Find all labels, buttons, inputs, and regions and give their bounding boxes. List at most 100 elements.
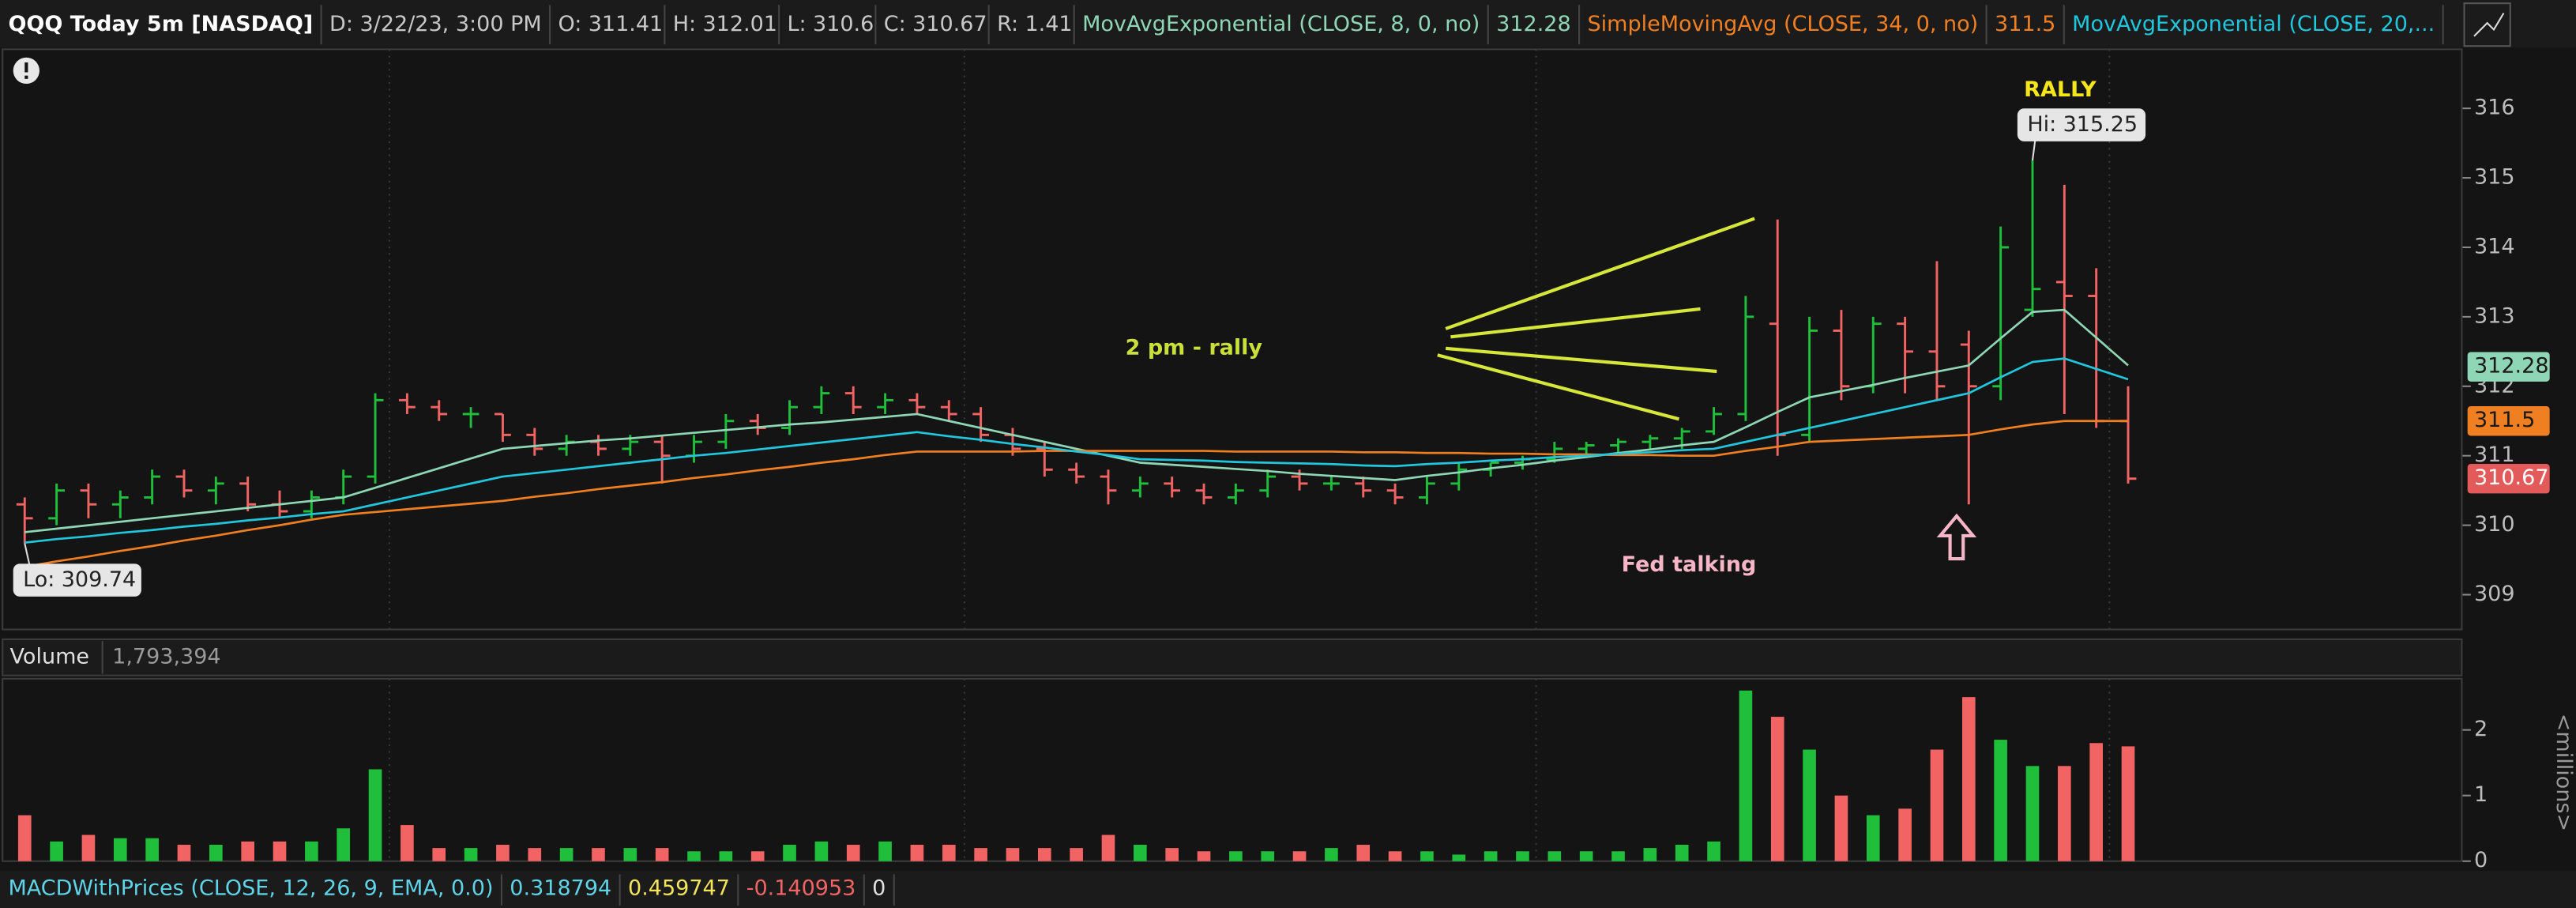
volume-bar bbox=[878, 841, 892, 861]
price-tag bbox=[2467, 406, 2550, 436]
header-bar bbox=[0, 0, 2576, 48]
quote: C: 310.67 bbox=[884, 12, 987, 36]
macd-bar bbox=[0, 871, 2576, 908]
bubble-label: Lo: 309.74 bbox=[23, 567, 136, 592]
volume-bar bbox=[1994, 740, 2007, 861]
volume-bar bbox=[464, 848, 478, 861]
volume-bar bbox=[1484, 851, 1498, 861]
drawing-tool-icon bbox=[2473, 13, 2505, 37]
quote-part: L: bbox=[787, 12, 806, 36]
symbol-part: QQQ Today 5m [NASDAQ] bbox=[8, 12, 313, 36]
volume-bar bbox=[1292, 851, 1307, 861]
volume-bar bbox=[1898, 808, 1912, 861]
volume-bar bbox=[592, 848, 605, 861]
annotation: RALLY bbox=[2024, 77, 2097, 102]
study-legend: MovAvgExponential (CLOSE, 20,... bbox=[2072, 12, 2435, 36]
study-value-part: 311.5 bbox=[1995, 12, 2055, 36]
volume-bar bbox=[177, 844, 191, 861]
volume-bar bbox=[1388, 851, 1402, 861]
annotation-arrow bbox=[1936, 513, 1977, 561]
bubble-label: Hi: 315.25 bbox=[2027, 112, 2138, 137]
quote-part: 311.41 bbox=[589, 12, 664, 36]
volume-bar bbox=[1325, 848, 1338, 861]
y-tick-label: 1 bbox=[2474, 782, 2488, 807]
annotation: Fed talking bbox=[1622, 552, 1757, 577]
bubble-label-part: 315.25 bbox=[2063, 112, 2138, 137]
study-value: 312.28 bbox=[1496, 12, 1571, 36]
volume-bar bbox=[623, 848, 637, 861]
volume-bar bbox=[1834, 795, 1848, 861]
volume-bar bbox=[113, 838, 127, 861]
quote-part: 1.41 bbox=[1025, 12, 1072, 36]
macd-name: MACDWithPrices (CLOSE, 12, 26, 9, EMA, 0… bbox=[8, 876, 493, 901]
volume-bar bbox=[1229, 851, 1243, 861]
quote: H: 312.01 bbox=[673, 12, 777, 36]
volume-bar bbox=[241, 841, 254, 861]
quote-part: 310.6 bbox=[813, 12, 874, 36]
drawing-tool-button[interactable] bbox=[2463, 2, 2511, 47]
volume-bar bbox=[655, 848, 669, 861]
price-tag bbox=[2467, 464, 2550, 494]
annotation-stroke bbox=[1437, 353, 1679, 421]
bubble-label-part: Lo: bbox=[23, 567, 55, 592]
volume-bar bbox=[1643, 848, 1657, 861]
date-part: D: 3/22/23, 3:00 PM bbox=[329, 12, 542, 36]
date: D: 3/22/23, 3:00 PM bbox=[329, 12, 542, 36]
alert-icon-mark bbox=[24, 62, 28, 73]
quote-part: 310.67 bbox=[912, 12, 987, 36]
volume-bar bbox=[1356, 844, 1371, 861]
quote: R: 1.41 bbox=[997, 12, 1073, 36]
volume-bar bbox=[1707, 841, 1720, 861]
y-tick-label: 2 bbox=[2474, 717, 2488, 741]
volume-bar bbox=[1547, 851, 1562, 861]
volume-bar bbox=[273, 841, 287, 861]
volume-bar bbox=[974, 848, 987, 861]
volume-bar bbox=[496, 844, 510, 861]
price-tag-label: 311.5 bbox=[2474, 408, 2535, 432]
volume-bar bbox=[401, 825, 414, 861]
volume-bar bbox=[1197, 851, 1211, 861]
volume-bar bbox=[1037, 848, 1051, 861]
macd-value: 0.318794 bbox=[510, 876, 611, 901]
price-panel bbox=[2, 48, 2463, 631]
study-legend-part: MovAvgExponential (CLOSE, 20,... bbox=[2072, 12, 2435, 36]
y-tick-label: 309 bbox=[2474, 582, 2515, 606]
volume-bar bbox=[528, 848, 542, 861]
quote-part: C: bbox=[884, 12, 906, 36]
price-tag-label: 310.67 bbox=[2474, 465, 2549, 490]
volume-bar bbox=[1006, 848, 1020, 861]
volume-bar bbox=[305, 841, 318, 861]
volume-bar bbox=[2089, 743, 2104, 861]
volume-bar bbox=[1420, 851, 1434, 861]
study-legend: SimpleMovingAvg (CLOSE, 34, 0, no) bbox=[1587, 12, 1978, 36]
volume-bar bbox=[81, 835, 96, 861]
study-legend: MovAvgExponential (CLOSE, 8, 0, no) bbox=[1082, 12, 1480, 36]
annotation: 2 pm - rally bbox=[1126, 335, 1263, 360]
volume-bar bbox=[1930, 749, 1944, 861]
volume-bar bbox=[910, 844, 924, 861]
moving-average-line bbox=[24, 357, 2129, 544]
volume-bar bbox=[50, 841, 63, 861]
volume-bar bbox=[750, 851, 765, 861]
volume-axis-label: <millions> bbox=[2552, 714, 2576, 831]
study-legend-part: SimpleMovingAvg (CLOSE, 34, 0, no) bbox=[1587, 12, 1978, 36]
volume-bar bbox=[1070, 848, 1083, 861]
price-tag-label: 312.28 bbox=[2474, 354, 2549, 379]
volume-bar bbox=[1803, 749, 1816, 861]
volume-bar bbox=[1739, 690, 1753, 861]
volume-bar bbox=[1101, 835, 1115, 861]
volume-bar bbox=[2121, 746, 2135, 861]
macd-value: -0.140953 bbox=[746, 876, 856, 901]
volume-bar bbox=[432, 848, 446, 861]
volume-bar bbox=[1134, 844, 1147, 861]
volume-bar bbox=[783, 844, 796, 861]
moving-average-line bbox=[24, 308, 2129, 533]
y-tick-label: 311 bbox=[2474, 443, 2515, 467]
macd-value: 0.459747 bbox=[628, 876, 730, 901]
annotation-stroke bbox=[1445, 217, 1755, 330]
quote: O: 311.41 bbox=[558, 12, 664, 36]
volume-bar bbox=[145, 838, 159, 861]
quote-part: H: bbox=[673, 12, 696, 36]
volume-title: Volume bbox=[10, 644, 89, 669]
